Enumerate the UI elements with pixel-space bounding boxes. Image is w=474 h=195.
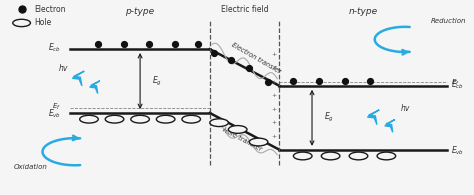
Circle shape xyxy=(156,115,175,123)
Text: +: + xyxy=(271,93,276,98)
Text: $E_{cb}$: $E_{cb}$ xyxy=(48,42,61,54)
Text: $E_{vb}$: $E_{vb}$ xyxy=(48,108,61,120)
Polygon shape xyxy=(367,110,379,125)
Circle shape xyxy=(228,126,247,133)
Polygon shape xyxy=(90,81,100,94)
Text: Electric field: Electric field xyxy=(221,5,268,14)
Circle shape xyxy=(80,115,98,123)
Circle shape xyxy=(13,19,30,27)
Text: Oxidation: Oxidation xyxy=(14,164,48,170)
Circle shape xyxy=(377,152,396,160)
Text: Hole transfer: Hole transfer xyxy=(222,126,263,152)
Text: p-type: p-type xyxy=(126,7,155,16)
Text: $E_{cb}$: $E_{cb}$ xyxy=(451,79,465,91)
Text: $E_f$: $E_f$ xyxy=(52,102,61,112)
Circle shape xyxy=(249,138,268,146)
Text: Reduction: Reduction xyxy=(430,18,466,24)
Text: Hole: Hole xyxy=(34,19,51,27)
Text: +: + xyxy=(271,107,276,112)
Circle shape xyxy=(182,115,201,123)
Text: +: + xyxy=(271,52,276,57)
Circle shape xyxy=(210,119,228,127)
Text: $E_g$: $E_g$ xyxy=(152,74,162,88)
Circle shape xyxy=(321,152,340,160)
Text: n-type: n-type xyxy=(348,7,378,16)
Text: +: + xyxy=(271,66,276,71)
Polygon shape xyxy=(385,120,395,132)
Text: $E_g$: $E_g$ xyxy=(324,111,334,124)
Circle shape xyxy=(349,152,368,160)
Text: +: + xyxy=(271,134,276,139)
Text: $E_{vb}$: $E_{vb}$ xyxy=(451,144,465,157)
Text: Electron transfer: Electron transfer xyxy=(230,41,282,74)
Polygon shape xyxy=(73,71,84,86)
Text: hv: hv xyxy=(59,64,68,73)
Circle shape xyxy=(293,152,312,160)
Text: hv: hv xyxy=(400,104,410,113)
Text: $E_f$: $E_f$ xyxy=(451,78,460,89)
Text: +: + xyxy=(271,120,276,125)
Text: Electron: Electron xyxy=(34,5,66,14)
Circle shape xyxy=(131,115,149,123)
Text: +: + xyxy=(271,80,276,84)
Circle shape xyxy=(105,115,124,123)
